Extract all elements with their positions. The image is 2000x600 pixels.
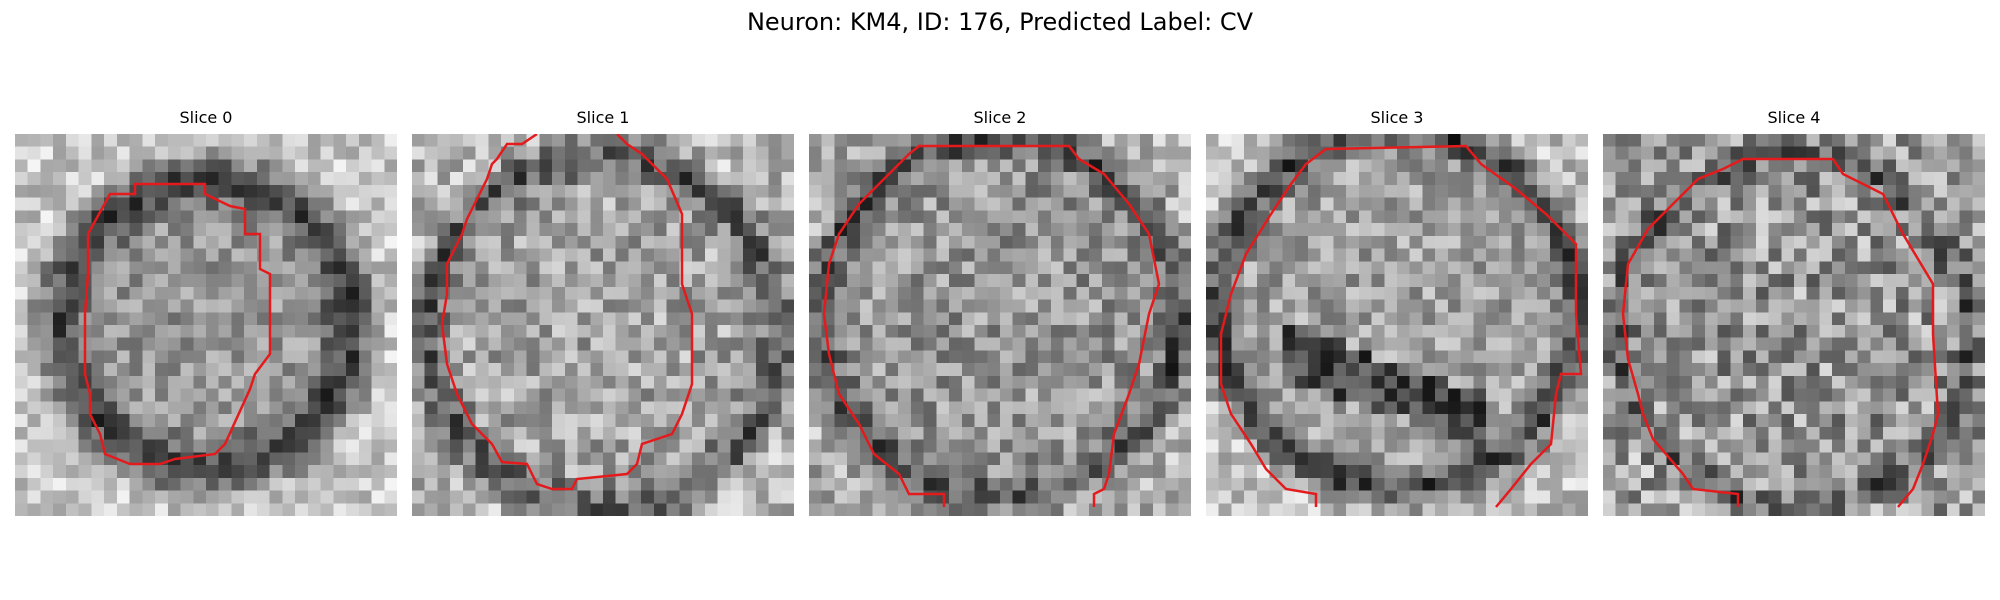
grayscale-slice-image	[1206, 134, 1588, 516]
slice-panel-0: Slice 0	[15, 108, 397, 516]
segmentation-contour	[822, 144, 1161, 507]
segmentation-contour	[1219, 144, 1583, 508]
grayscale-slice-image	[412, 134, 794, 516]
segmentation-contour	[440, 134, 694, 491]
segmentation-contour	[1621, 157, 1940, 508]
slice-title: Slice 0	[179, 108, 233, 127]
slice-title: Slice 2	[973, 108, 1027, 127]
slice-panel-3: Slice 3	[1206, 108, 1588, 516]
slice-panel-1: Slice 1	[412, 108, 794, 516]
segmentation-contour	[83, 182, 272, 466]
slice-title: Slice 4	[1767, 108, 1821, 127]
grayscale-slice-image	[1603, 134, 1985, 516]
grayscale-slice-image	[15, 134, 397, 516]
slice-image-frame	[15, 134, 397, 516]
slice-panel-2: Slice 2	[809, 108, 1191, 516]
slice-panel-4: Slice 4	[1603, 108, 1985, 516]
slice-title: Slice 1	[576, 108, 630, 127]
slice-image-frame	[809, 134, 1191, 516]
slice-title: Slice 3	[1370, 108, 1424, 127]
slice-image-frame	[1206, 134, 1588, 516]
figure-title: Neuron: KM4, ID: 176, Predicted Label: C…	[746, 8, 1254, 36]
slice-image-frame	[412, 134, 794, 516]
slice-image-frame	[1603, 134, 1985, 516]
